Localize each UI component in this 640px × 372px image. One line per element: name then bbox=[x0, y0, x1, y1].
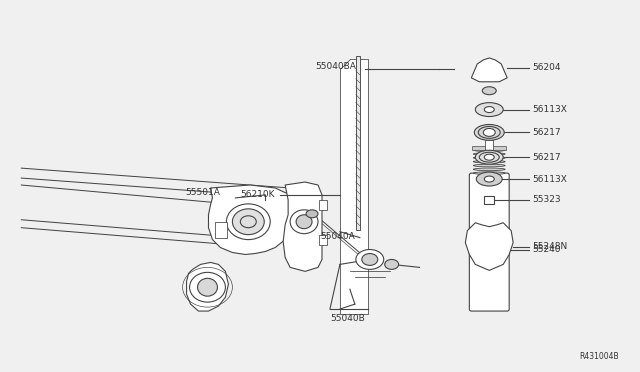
Ellipse shape bbox=[474, 168, 505, 171]
Bar bbox=[356, 56, 360, 230]
Bar bbox=[319, 235, 327, 244]
Ellipse shape bbox=[474, 153, 505, 155]
Ellipse shape bbox=[306, 210, 318, 218]
Text: 56113X: 56113X bbox=[532, 105, 567, 114]
Ellipse shape bbox=[385, 259, 399, 269]
Ellipse shape bbox=[476, 103, 503, 116]
FancyBboxPatch shape bbox=[469, 173, 509, 311]
Ellipse shape bbox=[474, 172, 505, 174]
Ellipse shape bbox=[484, 107, 494, 113]
Ellipse shape bbox=[227, 204, 270, 240]
Text: 55240: 55240 bbox=[532, 245, 561, 254]
Polygon shape bbox=[209, 185, 295, 254]
Bar bbox=[216, 222, 227, 238]
Ellipse shape bbox=[198, 278, 218, 296]
Text: 56217: 56217 bbox=[532, 153, 561, 162]
Ellipse shape bbox=[362, 253, 378, 265]
Polygon shape bbox=[471, 58, 507, 82]
Polygon shape bbox=[465, 223, 513, 270]
Ellipse shape bbox=[483, 128, 495, 137]
Text: 55040B: 55040B bbox=[330, 314, 365, 324]
Bar bbox=[472, 146, 506, 150]
Text: 55501A: 55501A bbox=[186, 189, 220, 198]
Ellipse shape bbox=[484, 176, 494, 182]
Polygon shape bbox=[187, 262, 228, 311]
Ellipse shape bbox=[476, 172, 502, 186]
Text: 55248N: 55248N bbox=[532, 242, 567, 251]
Text: 56210K: 56210K bbox=[241, 190, 275, 199]
Bar bbox=[319, 200, 327, 210]
Text: 56204: 56204 bbox=[532, 63, 561, 73]
Ellipse shape bbox=[474, 157, 505, 159]
Bar bbox=[485, 140, 493, 150]
Ellipse shape bbox=[474, 149, 505, 151]
Ellipse shape bbox=[356, 250, 384, 269]
Ellipse shape bbox=[483, 87, 496, 95]
Text: 55040BA: 55040BA bbox=[315, 62, 356, 71]
Polygon shape bbox=[283, 182, 322, 271]
Text: 56217: 56217 bbox=[532, 128, 561, 137]
Ellipse shape bbox=[296, 215, 312, 229]
Ellipse shape bbox=[232, 209, 264, 235]
Ellipse shape bbox=[474, 125, 504, 140]
Bar bbox=[484, 196, 494, 204]
Text: 56113X: 56113X bbox=[532, 174, 567, 183]
Ellipse shape bbox=[476, 150, 503, 164]
Text: 55040A: 55040A bbox=[320, 232, 355, 241]
Ellipse shape bbox=[474, 160, 505, 163]
Ellipse shape bbox=[484, 154, 494, 160]
Text: R431004B: R431004B bbox=[579, 352, 619, 361]
Ellipse shape bbox=[474, 164, 505, 167]
Polygon shape bbox=[340, 59, 368, 314]
Text: 55323: 55323 bbox=[532, 195, 561, 204]
